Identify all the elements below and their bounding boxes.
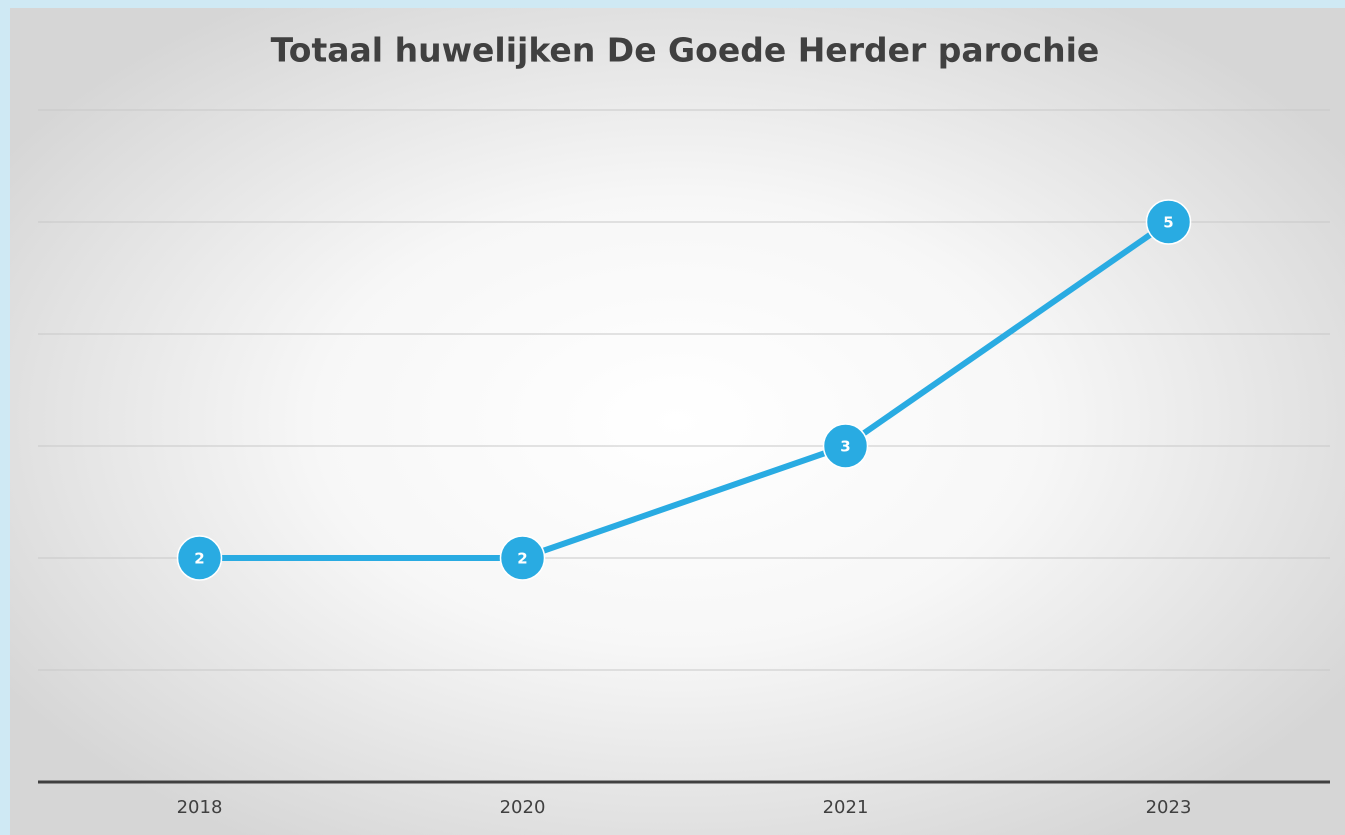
data-point [499, 535, 546, 581]
x-tick-label: 2023 [1146, 797, 1192, 818]
data-label: 3 [840, 438, 850, 456]
chart-title: Totaal huwelijken De Goede Herder paroch… [271, 31, 1100, 70]
x-tick-label: 2020 [500, 797, 546, 818]
data-label: 2 [517, 550, 527, 568]
data-point [1145, 199, 1192, 245]
data-point [176, 535, 223, 581]
data-label: 2 [194, 550, 204, 568]
data-label: 5 [1163, 214, 1173, 232]
series-line [199, 219, 1171, 561]
x-tick-label: 2018 [177, 797, 223, 818]
x-tick-label: 2021 [823, 797, 869, 818]
data-point [822, 423, 869, 469]
chart-background [10, 8, 1345, 835]
